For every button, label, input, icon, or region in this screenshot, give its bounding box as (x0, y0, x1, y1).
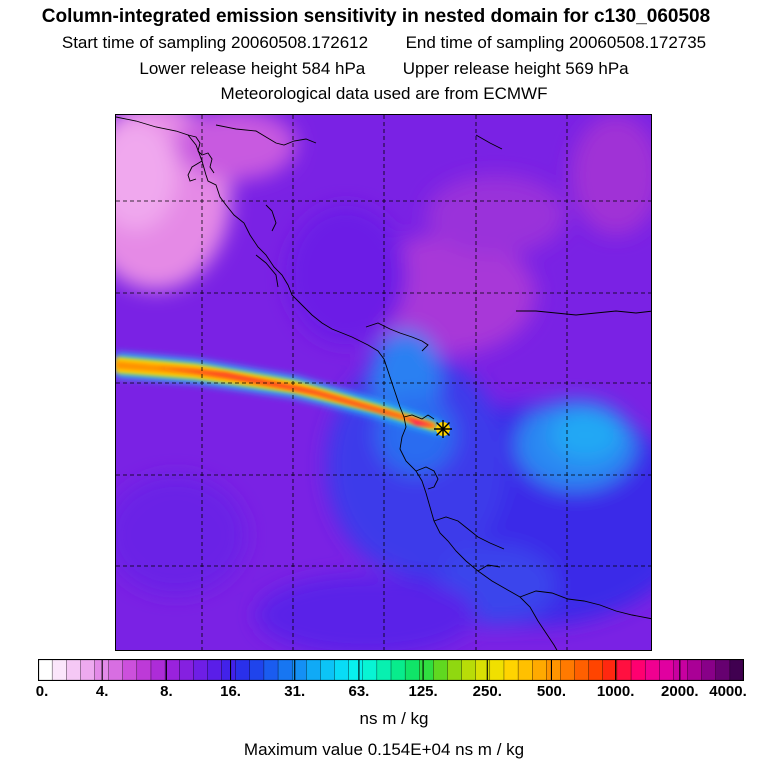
colorbar-cell (38, 659, 53, 681)
end-time-label: End time of sampling (405, 33, 565, 52)
colorbar-cell (517, 659, 533, 681)
colorbar-cell (659, 659, 674, 681)
sensitivity-map (115, 114, 652, 651)
colorbar-cell (729, 659, 744, 681)
colorbar-cell (701, 659, 717, 681)
colorbar-cell (390, 659, 406, 681)
lat-lon-grid (116, 115, 651, 650)
colorbar-cell (644, 659, 660, 681)
start-time-value: 20060508.172612 (231, 33, 369, 52)
colorbar-cell (122, 659, 138, 681)
start-time-label: Start time of sampling (61, 33, 227, 52)
met-data-note: Meteorological data used are from ECMWF (220, 84, 548, 103)
maximum-value-line: Maximum value 0.154E+04 ns m / kg (0, 740, 768, 760)
colorbar-cell (404, 659, 420, 681)
colorbar-tick-label: 125. (408, 683, 438, 700)
colorbar-cell (362, 659, 378, 681)
colorbar-cell (461, 659, 477, 681)
colorbar-cell (66, 659, 81, 681)
maximum-value: 0.154E+04 ns m / kg (367, 740, 525, 759)
colorbar-cell (560, 659, 576, 681)
colorbar-cell (376, 659, 392, 681)
colorbar-cell (108, 659, 124, 681)
colorbar-tick-label: 31. (284, 683, 306, 700)
upper-release-value: 569 hPa (565, 59, 629, 78)
lower-release-label: Lower release height (139, 59, 298, 78)
colorbar (38, 659, 744, 681)
colorbar-cell (51, 659, 67, 681)
colorbar-tick-label: 16. (220, 683, 241, 700)
colorbar-cell (433, 659, 448, 681)
colorbar-cell (306, 659, 321, 681)
colorbar-units: ns m / kg (359, 709, 429, 728)
colorbar-cell (150, 659, 166, 681)
colorbar-tick-label: 1000. (596, 683, 635, 700)
colorbar-cell (249, 659, 265, 681)
colorbar-tick-label: 250. (472, 683, 502, 700)
end-time-value: 20060508.172735 (569, 33, 707, 52)
colorbar-cell (235, 659, 251, 681)
colorbar-cell (80, 659, 95, 681)
upper-release-label: Upper release height (402, 59, 561, 78)
colorbar-cell (503, 659, 519, 681)
colorbar-cell (616, 659, 632, 681)
colorbar-cell (447, 659, 463, 681)
colorbar-cell (602, 659, 618, 681)
colorbar-cell (164, 659, 180, 681)
colorbar-cell (532, 659, 547, 681)
colorbar-cell (489, 659, 505, 681)
release-point-star (434, 420, 452, 438)
maximum-value-label: Maximum value (243, 740, 363, 759)
colorbar-cell (179, 659, 194, 681)
colorbar-cell (193, 659, 208, 681)
colorbar-cell (207, 659, 223, 681)
colorbar-cell (334, 659, 350, 681)
sensitivity-field (116, 115, 651, 650)
colorbar-cell (320, 659, 335, 681)
colorbar-tick-label: 2000. (661, 683, 699, 700)
colorbar-cell (574, 659, 590, 681)
colorbar-tick-label: 4. (95, 683, 109, 700)
colorbar-cell (263, 659, 279, 681)
sampling-times: Start time of sampling 20060508.172612 E… (0, 33, 768, 53)
plot-title: Column-integrated emission sensitivity i… (41, 6, 711, 27)
release-heights: Lower release height 584 hPa Upper relea… (0, 59, 768, 79)
colorbar-cell (136, 659, 152, 681)
colorbar-cell (546, 659, 561, 681)
colorbar-tick-label: 63. (348, 683, 370, 700)
colorbar-cell (277, 659, 293, 681)
colorbar-cell (715, 659, 731, 681)
colorbar-tick-label: 500. (536, 683, 567, 700)
coastlines (116, 116, 651, 650)
colorbar-cell (348, 659, 364, 681)
colorbar-cell (419, 659, 434, 681)
colorbar-cell (673, 659, 688, 681)
colorbar-cell (687, 659, 703, 681)
lower-release-value: 584 hPa (301, 59, 366, 78)
colorbar-tick-label: 4000. (709, 683, 747, 700)
emission-plume (116, 353, 444, 435)
colorbar-cell (588, 659, 604, 681)
colorbar-tick-label: 0. (35, 683, 49, 700)
colorbar-tick-label: 8. (160, 683, 173, 700)
colorbar-cell (221, 659, 237, 681)
colorbar-cell (475, 659, 491, 681)
colorbar-cell (630, 659, 646, 681)
